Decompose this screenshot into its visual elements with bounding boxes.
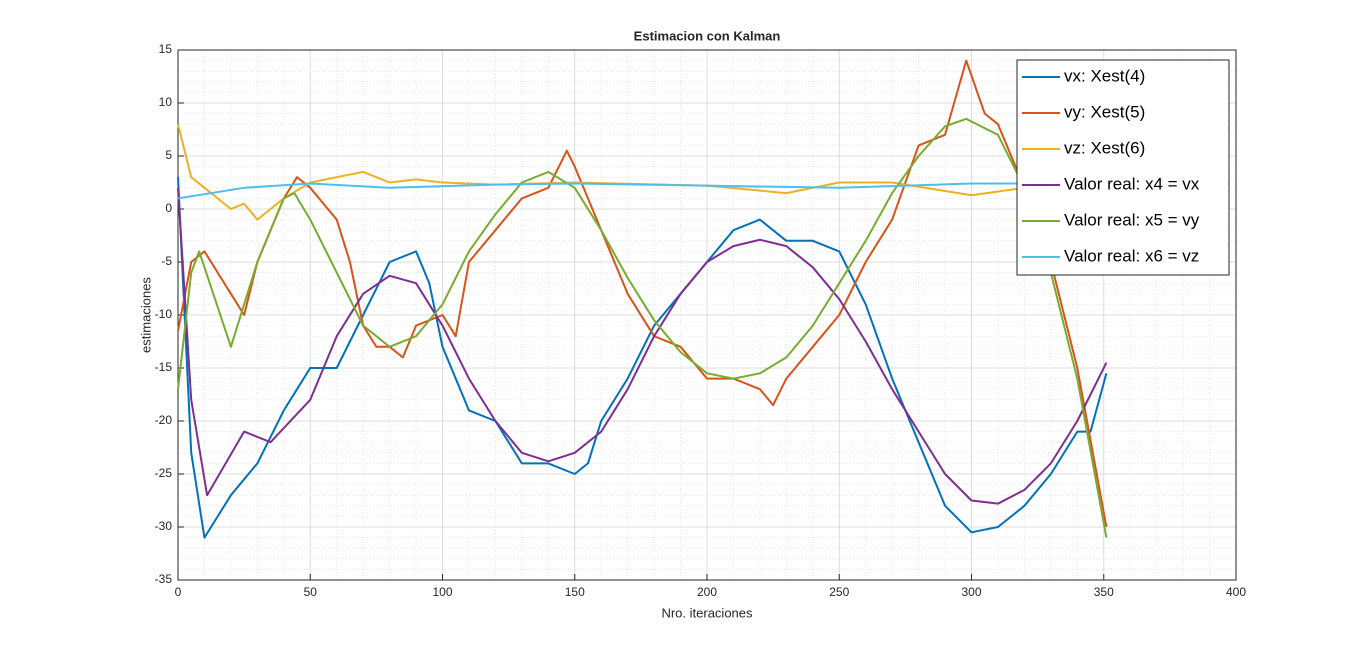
legend: vx: Xest(4) vy: Xest(5) vz: Xest(6) Valor r… [1016, 59, 1230, 276]
x-tick-label: 250 [829, 585, 849, 599]
y-tick-label: 5 [165, 148, 172, 162]
x-tick-label: 400 [1226, 585, 1246, 599]
series-line [177, 182, 1104, 200]
y-tick-label: -5 [161, 254, 172, 268]
legend-box [1016, 59, 1230, 276]
x-tick-label: 100 [432, 585, 452, 599]
x-tick-label: 300 [961, 585, 981, 599]
series-line [177, 123, 1025, 221]
x-tick-label: 200 [697, 585, 717, 599]
y-tick-label: -15 [155, 360, 173, 374]
legend-label: vx: Xest(4) [1064, 66, 1145, 85]
x-tick-label: 150 [565, 585, 585, 599]
y-tick-label: -20 [155, 413, 173, 427]
y-tick-label: 10 [159, 95, 173, 109]
legend-label: vy: Xest(5) [1064, 102, 1145, 121]
y-tick-label: 15 [159, 42, 173, 56]
y-tick-label: -30 [155, 519, 173, 533]
series-line [177, 187, 1108, 505]
plot-frame [177, 49, 1237, 581]
x-axis-label: Nro. iteraciones [661, 605, 753, 620]
series-line [177, 117, 1108, 538]
chart-title: Estimacion con Kalman [634, 28, 781, 43]
legend-label: Valor real: x6 = vz [1064, 246, 1199, 265]
legend-label: Valor real: x4 = vx [1064, 174, 1200, 193]
series-line [177, 177, 1108, 539]
y-axis-label: estimaciones [138, 277, 153, 353]
y-tick-label: -25 [155, 466, 173, 480]
x-tick-label: 350 [1094, 585, 1114, 599]
legend-label: vz: Xest(6) [1064, 138, 1145, 157]
x-tick-label: 0 [175, 585, 182, 599]
legend-label: Valor real: x5 = vy [1064, 210, 1200, 229]
y-tick-label: -35 [155, 572, 173, 586]
x-tick-label: 50 [304, 585, 318, 599]
y-tick-label: 0 [165, 201, 172, 215]
y-tick-label: -10 [155, 307, 173, 321]
